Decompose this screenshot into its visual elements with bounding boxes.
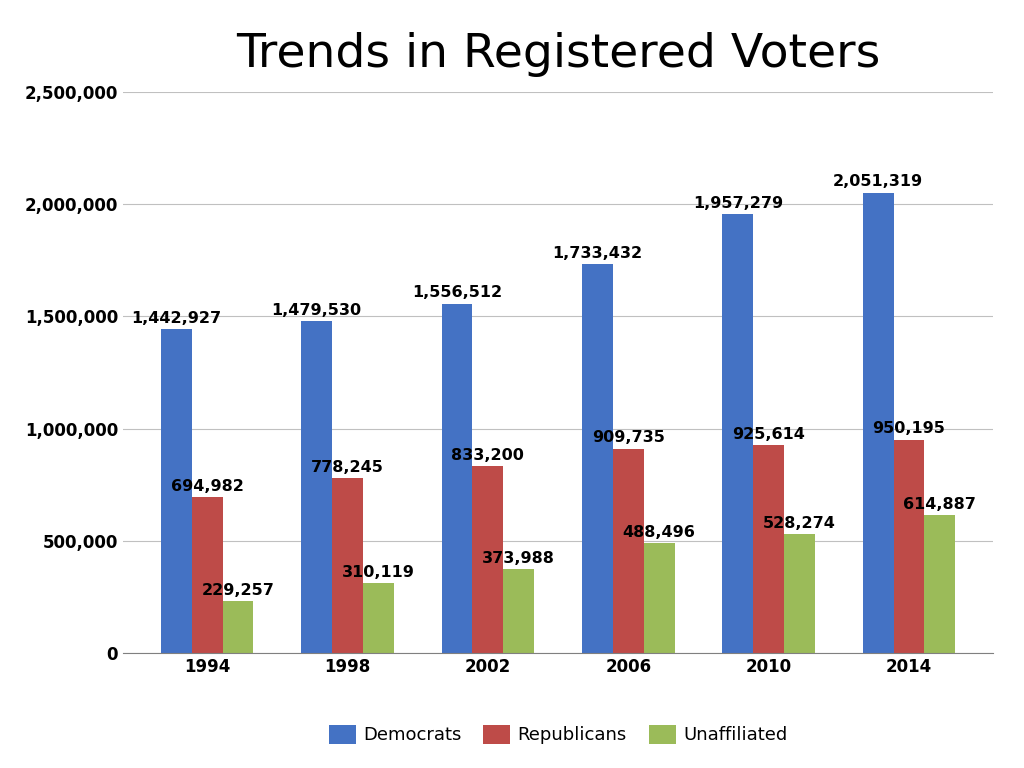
Bar (504, 569, 535, 653)
Text: 1,479,530: 1,479,530 (271, 303, 361, 318)
Text: 1,733,432: 1,733,432 (552, 246, 642, 260)
Bar (754, 445, 784, 653)
Text: 925,614: 925,614 (732, 427, 805, 442)
Text: 909,735: 909,735 (592, 430, 665, 445)
Title: Trends in Registered Voters: Trends in Registered Voters (236, 32, 881, 77)
Bar (301, 321, 332, 653)
Text: 373,988: 373,988 (482, 551, 555, 565)
Bar (222, 601, 254, 653)
Bar (191, 497, 222, 653)
Bar (472, 466, 504, 653)
Bar (582, 264, 612, 653)
Bar (862, 193, 894, 653)
Legend: Democrats, Republicans, Unaffiliated: Democrats, Republicans, Unaffiliated (322, 718, 795, 752)
Text: 2,051,319: 2,051,319 (834, 174, 924, 190)
Text: 1,556,512: 1,556,512 (412, 286, 502, 300)
Text: 614,887: 614,887 (903, 497, 976, 511)
Bar (784, 535, 815, 653)
Bar (362, 583, 394, 653)
Bar (161, 329, 191, 653)
Bar (644, 543, 675, 653)
Text: 694,982: 694,982 (171, 478, 244, 494)
Bar (894, 440, 925, 653)
Bar (722, 214, 754, 653)
Bar (612, 449, 644, 653)
Text: 833,200: 833,200 (452, 448, 524, 462)
Text: 950,195: 950,195 (872, 422, 945, 436)
Text: 229,257: 229,257 (202, 583, 274, 598)
Text: 528,274: 528,274 (763, 516, 836, 531)
Text: 310,119: 310,119 (342, 565, 415, 580)
Text: 1,442,927: 1,442,927 (131, 311, 221, 326)
Bar (925, 515, 955, 653)
Bar (441, 303, 472, 653)
Text: 778,245: 778,245 (311, 460, 384, 475)
Text: 1,957,279: 1,957,279 (692, 196, 782, 210)
Bar (332, 478, 362, 653)
Text: 488,496: 488,496 (623, 525, 695, 540)
